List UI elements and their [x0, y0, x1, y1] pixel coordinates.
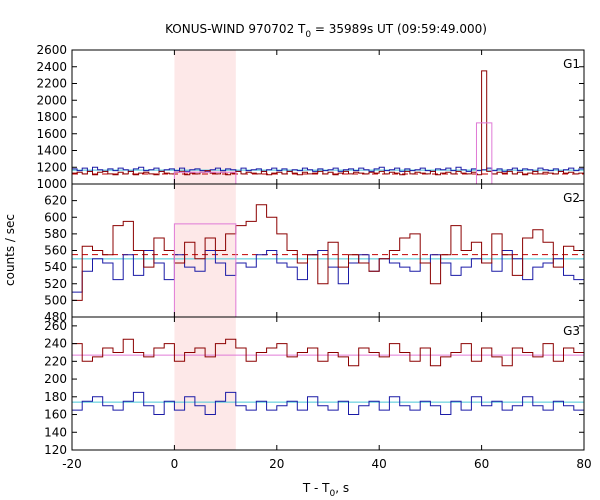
panel-label: G2	[563, 191, 580, 205]
y-tick-label: 1800	[36, 110, 67, 124]
y-tick-label: 2000	[36, 93, 67, 107]
x-tick-label: 20	[269, 457, 284, 471]
y-tick-label: 2400	[36, 60, 67, 74]
y-tick-label: 140	[44, 425, 67, 439]
panel-g1: 1000 1200 1400 1600 1800 2000 2200 2400 2600 G1	[36, 43, 585, 191]
y-tick-label: 120	[44, 443, 67, 457]
y-tick-label: 520	[44, 277, 67, 291]
y-tick-label: 480	[44, 310, 67, 324]
chart-title: KONUS-WIND 970702 T0 = 35989s UT (09:59:…	[165, 22, 487, 40]
pink-interval-box	[173, 171, 237, 184]
red-series	[72, 70, 584, 176]
y-tick-label: 200	[44, 372, 67, 386]
y-tick-label: 160	[44, 408, 67, 422]
red-series	[72, 204, 584, 301]
y-tick-label: 240	[44, 337, 67, 351]
panel-frame	[71, 316, 585, 451]
pink-interval-box	[475, 122, 493, 184]
blue-series	[72, 166, 584, 172]
chart-title-subscript: 0	[305, 30, 311, 40]
panel-series-g1	[72, 70, 584, 184]
y-tick-label: 1600	[36, 127, 67, 141]
y-tick-label: 540	[44, 260, 67, 274]
y-tick-label: 1400	[36, 144, 67, 158]
x-tick-label: 60	[474, 457, 489, 471]
y-tick-label: 2600	[36, 43, 67, 57]
y-tick-label: 220	[44, 354, 67, 368]
y-tick-label: 620	[44, 194, 67, 208]
x-axis-title: T - T0, s	[302, 481, 349, 499]
x-tick-label: -20	[62, 457, 82, 471]
y-axis-title: counts / sec	[3, 214, 17, 286]
y-tick-label: 260	[44, 319, 67, 333]
panel-label: G3	[563, 324, 580, 338]
y-tick-label: 1000	[36, 177, 67, 191]
x-axis-title-subscript: 0	[330, 489, 336, 499]
panel-series-g2	[72, 204, 584, 317]
panel-g2: 480 500 520 540 560 580 600 620 G2	[44, 183, 585, 324]
panel-g3: 120 140 160 180 200 220 240 260 G3	[44, 316, 585, 457]
y-tick-label: 500	[44, 293, 67, 307]
y-tick-label: 1200	[36, 160, 67, 174]
panel-label: G1	[563, 57, 580, 71]
y-tick-label: 600	[44, 210, 67, 224]
y-tick-label: 2200	[36, 77, 67, 91]
y-tick-label: 180	[44, 390, 67, 404]
x-tick-label: 40	[372, 457, 387, 471]
panel-series-g3	[72, 338, 584, 415]
pink-interval-box	[173, 223, 237, 317]
blue-series	[72, 391, 584, 415]
y-tick-label: 580	[44, 227, 67, 241]
y-tick-label: 560	[44, 244, 67, 258]
x-tick-label: 0	[171, 457, 179, 471]
red-series	[72, 338, 584, 367]
panel-frame	[71, 49, 585, 185]
x-tick-label: 80	[576, 457, 591, 471]
